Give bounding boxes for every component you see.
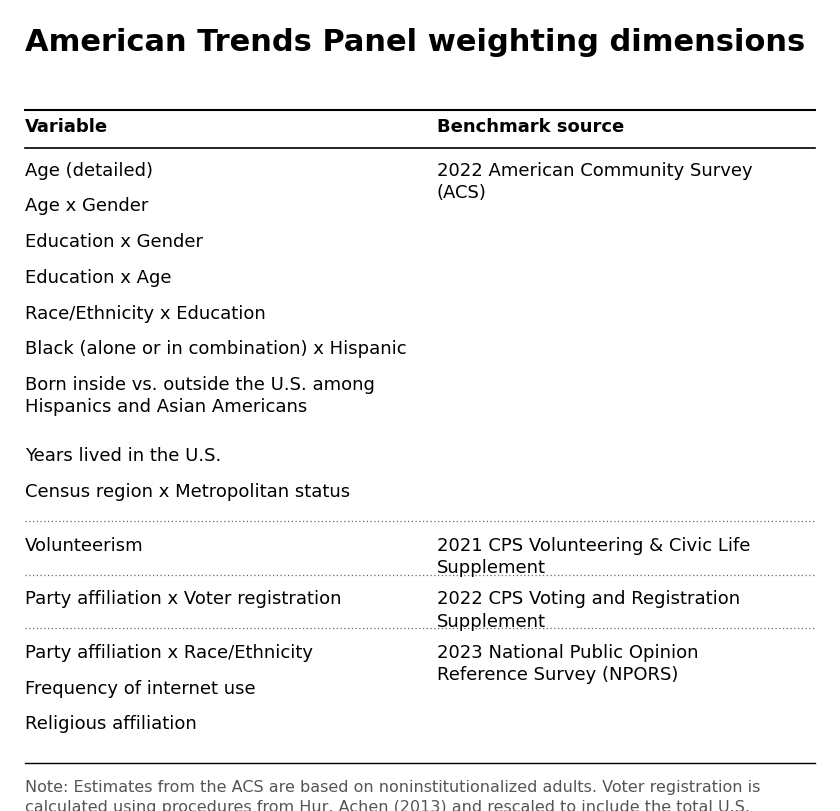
Text: American Trends Panel weighting dimensions: American Trends Panel weighting dimensio… [25, 28, 806, 58]
Text: Party affiliation x Voter registration: Party affiliation x Voter registration [25, 590, 342, 607]
Text: Years lived in the U.S.: Years lived in the U.S. [25, 447, 222, 465]
Text: Religious affiliation: Religious affiliation [25, 714, 197, 732]
Text: Party affiliation x Race/Ethnicity: Party affiliation x Race/Ethnicity [25, 643, 313, 661]
Text: Education x Gender: Education x Gender [25, 233, 203, 251]
Text: Black (alone or in combination) x Hispanic: Black (alone or in combination) x Hispan… [25, 340, 407, 358]
Text: 2021 CPS Volunteering & Civic Life
Supplement: 2021 CPS Volunteering & Civic Life Suppl… [437, 536, 750, 577]
Text: Census region x Metropolitan status: Census region x Metropolitan status [25, 483, 350, 500]
Text: Note: Estimates from the ACS are based on noninstitutionalized adults. Voter reg: Note: Estimates from the ACS are based o… [25, 779, 760, 811]
Text: Age x Gender: Age x Gender [25, 197, 149, 215]
Text: Age (detailed): Age (detailed) [25, 161, 153, 179]
Text: Education x Age: Education x Age [25, 268, 171, 286]
Text: 2023 National Public Opinion
Reference Survey (NPORS): 2023 National Public Opinion Reference S… [437, 643, 698, 684]
Text: 2022 CPS Voting and Registration
Supplement: 2022 CPS Voting and Registration Supplem… [437, 590, 740, 630]
Text: Benchmark source: Benchmark source [437, 118, 624, 135]
Text: Frequency of internet use: Frequency of internet use [25, 679, 256, 697]
Text: 2022 American Community Survey
(ACS): 2022 American Community Survey (ACS) [437, 161, 753, 202]
Text: Born inside vs. outside the U.S. among
Hispanics and Asian Americans: Born inside vs. outside the U.S. among H… [25, 375, 375, 416]
Text: Variable: Variable [25, 118, 108, 135]
Text: Volunteerism: Volunteerism [25, 536, 144, 554]
Text: Race/Ethnicity x Education: Race/Ethnicity x Education [25, 304, 266, 322]
